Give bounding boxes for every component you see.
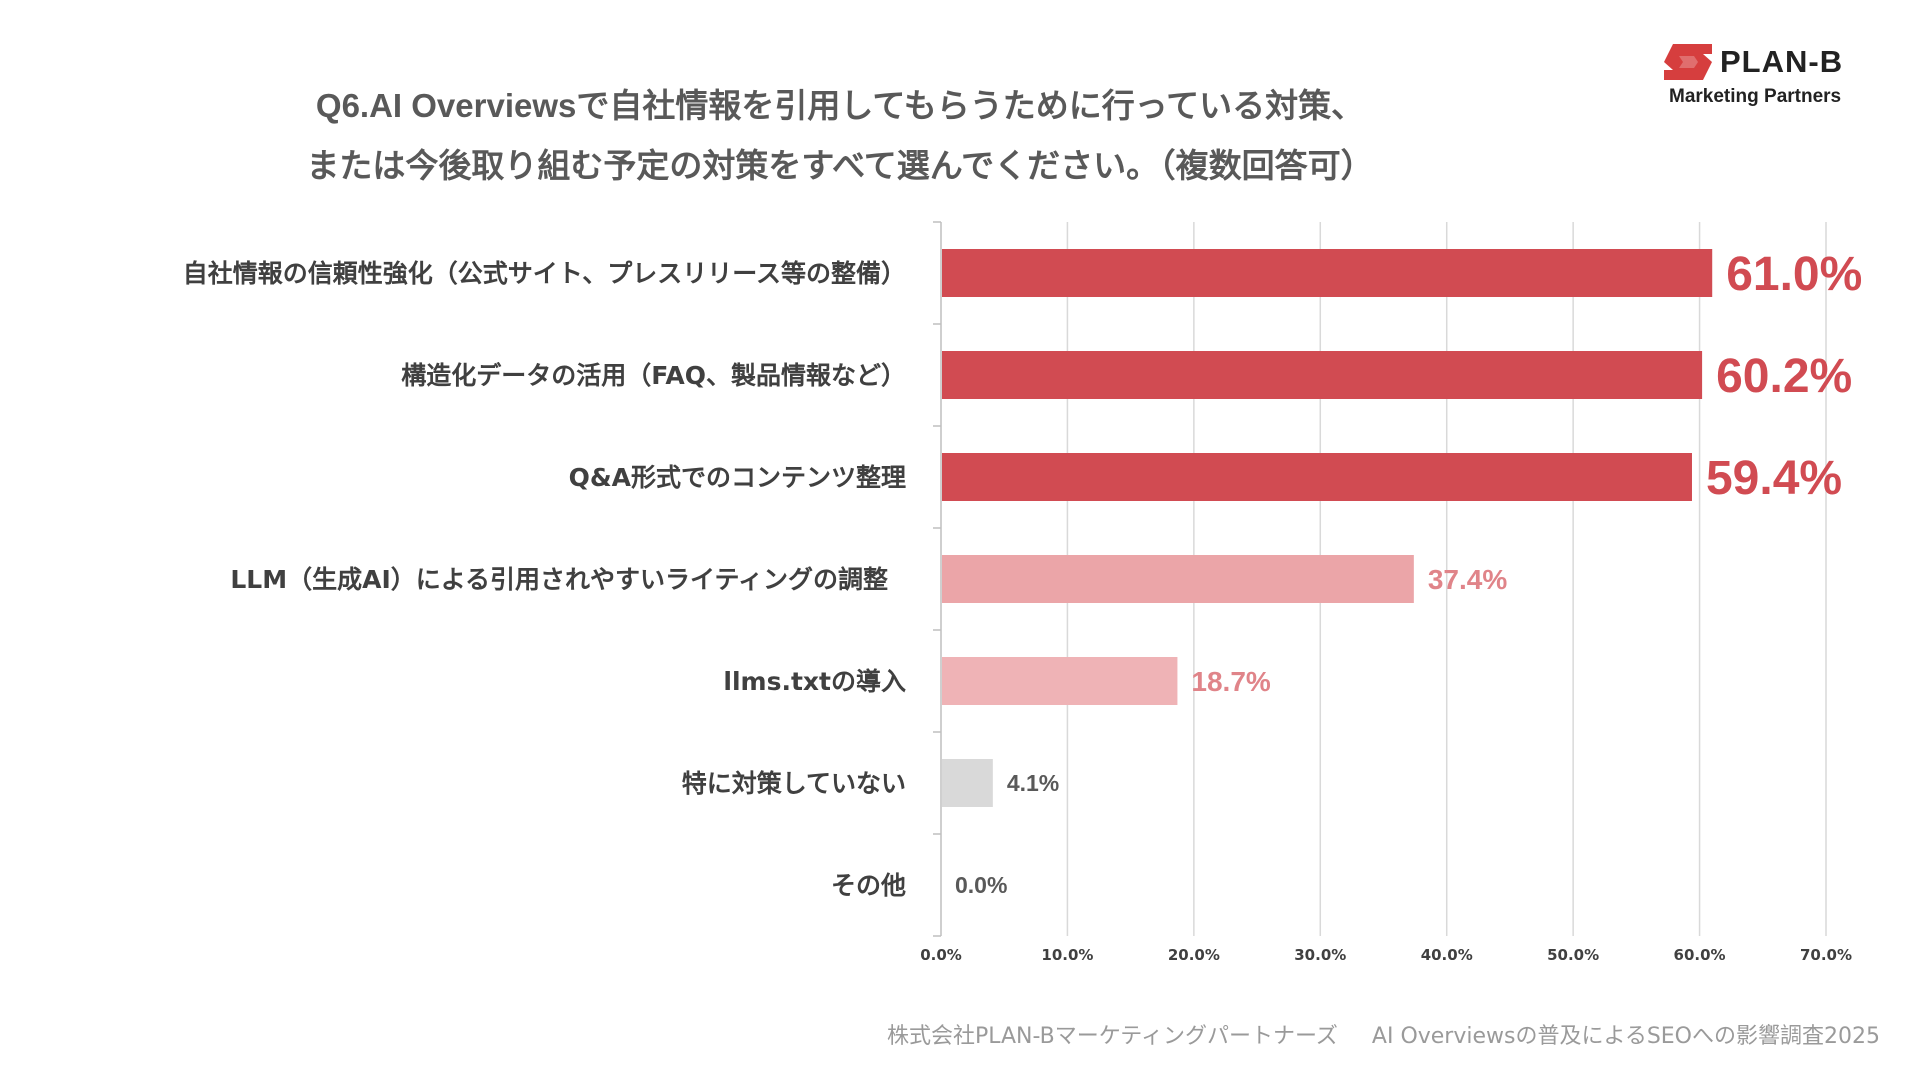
logo-name: PLAN-B bbox=[1720, 44, 1844, 79]
chart-title-line-2: または今後取り組む予定の対策をすべて選んでください。（複数回答可） bbox=[306, 147, 1374, 184]
category-label: llms.txtの導入 bbox=[723, 667, 906, 696]
x-tick-label: 40.0% bbox=[1421, 946, 1473, 964]
bar bbox=[942, 555, 1414, 603]
bar bbox=[942, 351, 1703, 399]
bar bbox=[942, 759, 993, 807]
footer-company: 株式会社PLAN-Bマーケティングパートナーズ bbox=[886, 1024, 1338, 1049]
logo-mark-shape bbox=[1664, 44, 1712, 80]
x-tick-label: 60.0% bbox=[1674, 946, 1726, 964]
x-tick-label: 10.0% bbox=[1041, 946, 1093, 964]
bar-chart: 0.0% 10.0% 20.0% 30.0% 40.0% 50.0% 60.0% 70.0% 自… bbox=[183, 221, 1862, 964]
category-label: LLM（生成AI）による引用されやすいライティングの調整 bbox=[230, 565, 888, 594]
plan-b-logo: PLAN-B Marketing Partners bbox=[1664, 44, 1854, 114]
chart-title: Q6.AI Overviewsで自社情報を引用してもらうために行っている対策、 … bbox=[0, 76, 1920, 196]
value-label: 18.7% bbox=[1191, 666, 1270, 697]
x-tick-label: 20.0% bbox=[1168, 946, 1220, 964]
value-label: 37.4% bbox=[1428, 564, 1507, 595]
bar bbox=[942, 657, 1178, 705]
logo-mark-inner bbox=[1679, 56, 1698, 68]
value-label: 4.1% bbox=[1007, 770, 1059, 796]
category-label: 特に対策していない bbox=[682, 769, 906, 798]
category-label: 自社情報の信頼性強化（公式サイト、プレスリリース等の整備） bbox=[183, 259, 906, 288]
value-label: 59.4% bbox=[1706, 452, 1842, 505]
chart-title-line-1: Q6.AI Overviewsで自社情報を引用してもらうために行っている対策、 bbox=[315, 87, 1365, 124]
category-label: その他 bbox=[831, 871, 906, 900]
value-label: 61.0% bbox=[1726, 248, 1862, 301]
x-tick-label: 70.0% bbox=[1800, 946, 1852, 964]
bar bbox=[942, 249, 1713, 297]
value-label: 60.2% bbox=[1716, 350, 1852, 403]
category-label: 構造化データの活用（FAQ、製品情報など） bbox=[401, 361, 906, 390]
bar bbox=[942, 453, 1692, 501]
plan-b-logo-icon bbox=[1664, 44, 1712, 80]
category-label: Q&A形式でのコンテンツ整理 bbox=[569, 463, 906, 492]
x-tick-label: 50.0% bbox=[1547, 946, 1599, 964]
x-tick-label: 30.0% bbox=[1294, 946, 1346, 964]
x-tick-label: 0.0% bbox=[920, 946, 962, 964]
logo-tagline: Marketing Partners bbox=[1669, 86, 1842, 107]
footer-survey: AI Overviewsの普及によるSEOへの影響調査2025 bbox=[1371, 1024, 1880, 1049]
value-label: 0.0% bbox=[955, 872, 1007, 898]
footer-credit: 株式会社PLAN-Bマーケティングパートナーズ AI Overviewsの普及によ… bbox=[887, 1018, 1880, 1050]
